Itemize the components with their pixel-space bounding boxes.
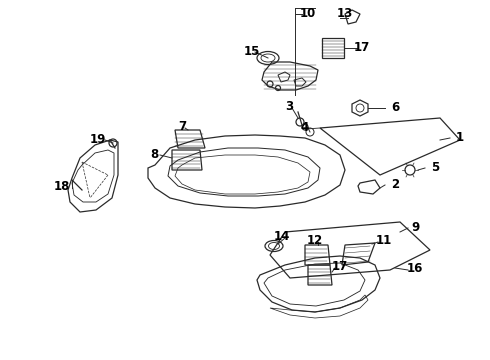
Text: 17: 17 — [354, 41, 370, 54]
Text: 15: 15 — [244, 45, 260, 58]
Text: 12: 12 — [307, 234, 323, 248]
Text: 13: 13 — [337, 6, 353, 19]
Text: 7: 7 — [178, 120, 186, 132]
Text: 19: 19 — [90, 132, 106, 145]
Text: 16: 16 — [407, 261, 423, 275]
Text: 9: 9 — [411, 220, 419, 234]
Text: 10: 10 — [300, 6, 316, 19]
Text: 8: 8 — [150, 148, 158, 161]
Text: 2: 2 — [391, 177, 399, 190]
Text: 1: 1 — [456, 131, 464, 144]
Text: 6: 6 — [391, 100, 399, 113]
Text: 17: 17 — [332, 261, 348, 274]
Text: 5: 5 — [431, 161, 439, 174]
Text: 4: 4 — [301, 121, 309, 134]
Text: 18: 18 — [54, 180, 70, 193]
Text: 11: 11 — [376, 234, 392, 248]
Text: 3: 3 — [285, 99, 293, 112]
Text: 14: 14 — [274, 230, 290, 243]
